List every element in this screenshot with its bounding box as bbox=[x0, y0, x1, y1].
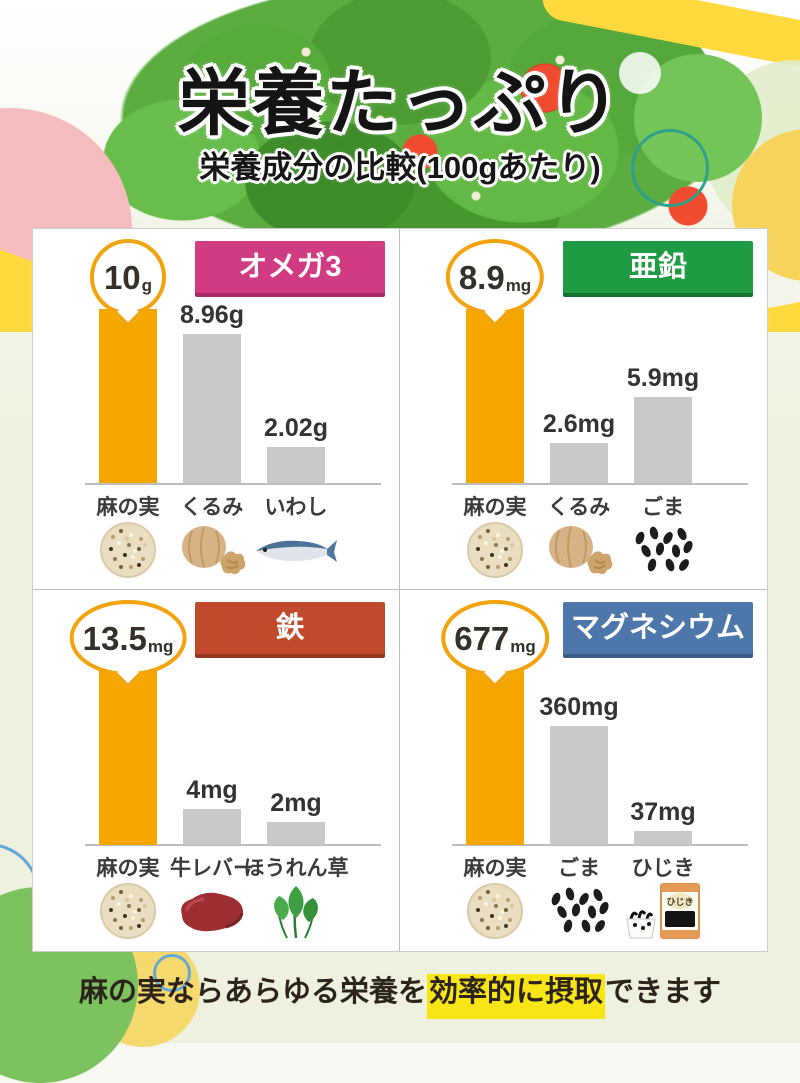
balloon-unit: mg bbox=[505, 275, 532, 295]
balloon-value: 13.5 bbox=[82, 619, 147, 657]
food-label: いわし bbox=[264, 496, 328, 519]
hemp-seeds-icon bbox=[440, 519, 550, 581]
balloon-value: 10 bbox=[103, 258, 141, 296]
value-balloon: 10 g bbox=[90, 239, 166, 315]
bar-value-label: 4mg bbox=[186, 776, 238, 804]
hijiki-icon: ひじき bbox=[608, 880, 718, 942]
x-axis-line bbox=[85, 483, 381, 485]
bar-value-label: 8.96g bbox=[180, 301, 244, 329]
bar-hemp-seeds bbox=[99, 671, 157, 845]
balloon-value: 8.9 bbox=[458, 258, 505, 296]
bar-value-label: 2mg bbox=[270, 789, 322, 817]
food-label: 麻の実 bbox=[96, 496, 160, 519]
bar-sardine bbox=[267, 447, 325, 483]
food-label: 麻の実 bbox=[463, 496, 527, 519]
x-axis-line bbox=[452, 483, 748, 485]
bar-value-label: 2.02g bbox=[264, 414, 328, 442]
bar-spinach bbox=[267, 822, 325, 845]
food-label: ごま bbox=[642, 496, 684, 519]
bar-hemp-seeds bbox=[466, 670, 524, 845]
tagline-suffix: できます bbox=[605, 976, 722, 1008]
food-label: くるみ bbox=[180, 496, 244, 519]
food-label: ごま bbox=[558, 857, 600, 880]
sesame-icon bbox=[524, 880, 634, 942]
bar-value-label: 2.6mg bbox=[542, 410, 616, 438]
svg-text:ひじき: ひじき bbox=[666, 897, 693, 907]
bar-sesame bbox=[634, 397, 692, 483]
balloon-value: 677 bbox=[454, 619, 510, 657]
beef-liver-icon bbox=[157, 880, 267, 942]
food-label: 牛レバー bbox=[170, 857, 254, 880]
hero-header: 栄養たっぷり 栄養成分の比較(100gあたり) bbox=[0, 0, 800, 332]
page-subtitle: 栄養成分の比較(100gあたり) bbox=[199, 150, 601, 185]
walnut-icon bbox=[157, 519, 267, 581]
bar-chart: 13.5 mg 麻の実 4mg 牛レバー 2mg ほうれん草 bbox=[33, 590, 399, 951]
nutrient-panel-2: 亜鉛 8.9 mg 麻の実 2.6mg くるみ 5.9mg ごま bbox=[400, 229, 767, 590]
tagline: 麻の実ならあらゆる栄養を効率的に摂取できます bbox=[0, 968, 800, 1019]
nutrient-panel-4: マグネシウム 677 mg 麻の実 360mg ごま 37mg ひじき ひじき bbox=[400, 590, 767, 951]
bar-hemp-seeds bbox=[466, 309, 524, 483]
walnut-icon bbox=[524, 519, 634, 581]
balloon-unit: mg bbox=[510, 636, 536, 656]
balloon-unit: mg bbox=[147, 636, 174, 656]
page-title: 栄養たっぷり bbox=[177, 64, 622, 144]
blue-ring-decoration-small bbox=[153, 954, 191, 992]
food-label: 麻の実 bbox=[463, 857, 527, 880]
tagline-highlight: 効率的に摂取 bbox=[426, 974, 605, 1019]
bar-chart: 677 mg 麻の実 360mg ごま 37mg ひじき ひじき bbox=[400, 590, 767, 951]
tagline-prefix: 麻の実ならあらゆる栄養を bbox=[78, 976, 427, 1008]
nutrient-panel-1: オメガ3 10 g 麻の実 8.96g くるみ 2.02g いわし bbox=[33, 229, 400, 590]
bar-chart: 8.9 mg 麻の実 2.6mg くるみ 5.9mg ごま bbox=[400, 229, 767, 589]
food-label: ほうれん草 bbox=[243, 857, 349, 880]
panel-header: 亜鉛 bbox=[563, 241, 753, 297]
bar-value-label: 5.9mg bbox=[626, 364, 700, 392]
bar-value-label: 37mg bbox=[630, 798, 696, 826]
sesame-icon bbox=[608, 519, 718, 581]
bar-walnut bbox=[550, 443, 608, 483]
bar-value-label: 360mg bbox=[539, 693, 619, 721]
hemp-seeds-icon bbox=[440, 880, 550, 942]
panel-header: マグネシウム bbox=[563, 602, 753, 658]
bar-hijiki bbox=[634, 831, 692, 845]
bar-hemp-seeds bbox=[99, 309, 157, 483]
nutrition-comparison-card: オメガ3 10 g 麻の実 8.96g くるみ 2.02g いわし 亜鉛 8.9 mg 麻の実 2.… bbox=[32, 228, 768, 952]
food-label: くるみ bbox=[547, 496, 611, 519]
balloon-unit: g bbox=[141, 275, 153, 295]
bar-sesame bbox=[550, 726, 608, 845]
sardine-icon bbox=[241, 519, 351, 581]
bar-beef-liver bbox=[183, 809, 241, 845]
food-label: 麻の実 bbox=[96, 857, 160, 880]
x-axis-line bbox=[452, 844, 748, 846]
x-axis-line bbox=[85, 844, 381, 846]
hemp-seeds-icon bbox=[73, 880, 183, 942]
bar-chart: 10 g 麻の実 8.96g くるみ 2.02g いわし bbox=[33, 229, 399, 589]
panel-header: 鉄 bbox=[195, 602, 385, 658]
panel-header: オメガ3 bbox=[195, 241, 385, 297]
value-balloon: 677 mg bbox=[441, 600, 549, 676]
bar-walnut bbox=[183, 334, 241, 483]
food-label: ひじき bbox=[631, 857, 695, 880]
nutrient-panel-3: 鉄 13.5 mg 麻の実 4mg 牛レバー 2mg ほうれん草 bbox=[33, 590, 400, 951]
hemp-seeds-icon bbox=[73, 519, 183, 581]
spinach-icon bbox=[241, 880, 351, 942]
